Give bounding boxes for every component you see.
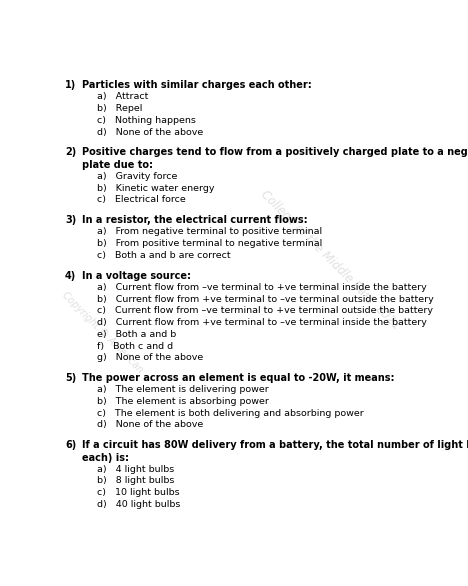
Text: d)   Current flow from +ve terminal to –ve terminal inside the battery: d) Current flow from +ve terminal to –ve… [96,318,426,327]
Text: In a resistor, the electrical current flows:: In a resistor, the electrical current fl… [82,215,307,225]
Text: c)   Both a and b are correct: c) Both a and b are correct [96,251,230,260]
Text: e)   Both a and b: e) Both a and b [96,330,176,339]
Text: g)   None of the above: g) None of the above [96,353,203,362]
Text: each) is:: each) is: [82,452,129,462]
Text: 1): 1) [65,80,76,90]
Text: d)   None of the above: d) None of the above [96,421,203,430]
Text: College of the Middle East  2021: College of the Middle East 2021 [258,188,403,332]
Text: a)   Current flow from –ve terminal to +ve terminal inside the battery: a) Current flow from –ve terminal to +ve… [96,283,426,292]
Text: In a voltage source:: In a voltage source: [82,271,191,281]
Text: b)   Repel: b) Repel [96,104,142,113]
Text: a)   Gravity force: a) Gravity force [96,172,177,181]
Text: Positive charges tend to flow from a positively charged plate to a negatively ch: Positive charges tend to flow from a pos… [82,148,468,158]
Text: c)   Current flow from –ve terminal to +ve terminal outside the battery: c) Current flow from –ve terminal to +ve… [96,306,432,315]
Text: c)   Electrical force: c) Electrical force [96,195,185,205]
Text: The power across an element is equal to -20W, it means:: The power across an element is equal to … [82,373,395,383]
Text: f)   Both c and d: f) Both c and d [96,342,173,350]
Text: b)   8 light bulbs: b) 8 light bulbs [96,476,174,485]
Text: d)   40 light bulbs: d) 40 light bulbs [96,500,180,509]
Text: 4): 4) [65,271,76,281]
Text: c)   Nothing happens: c) Nothing happens [96,116,196,125]
Text: a)   The element is delivering power: a) The element is delivering power [96,385,268,394]
Text: b)   The element is absorbing power: b) The element is absorbing power [96,397,269,406]
Text: d)   None of the above: d) None of the above [96,128,203,137]
Text: b)   Kinetic water energy: b) Kinetic water energy [96,183,214,193]
Text: plate due to:: plate due to: [82,159,153,170]
Text: b)   From positive terminal to negative terminal: b) From positive terminal to negative te… [96,239,322,248]
Text: a)   4 light bulbs: a) 4 light bulbs [96,465,174,473]
Text: 2): 2) [65,148,76,158]
Text: c)   10 light bulbs: c) 10 light bulbs [96,488,179,497]
Text: Copyright © American: Copyright © American [59,289,145,374]
Text: c)   The element is both delivering and absorbing power: c) The element is both delivering and ab… [96,409,363,418]
Text: If a circuit has 80W delivery from a battery, the total number of light bulbs ne: If a circuit has 80W delivery from a bat… [82,440,468,450]
Text: a)   Attract: a) Attract [96,93,148,101]
Text: Particles with similar charges each other:: Particles with similar charges each othe… [82,80,312,90]
Text: 6): 6) [65,440,76,450]
Text: b)   Current flow from +ve terminal to –ve terminal outside the battery: b) Current flow from +ve terminal to –ve… [96,295,433,304]
Text: 5): 5) [65,373,76,383]
Text: a)   From negative terminal to positive terminal: a) From negative terminal to positive te… [96,227,322,236]
Text: 3): 3) [65,215,76,225]
